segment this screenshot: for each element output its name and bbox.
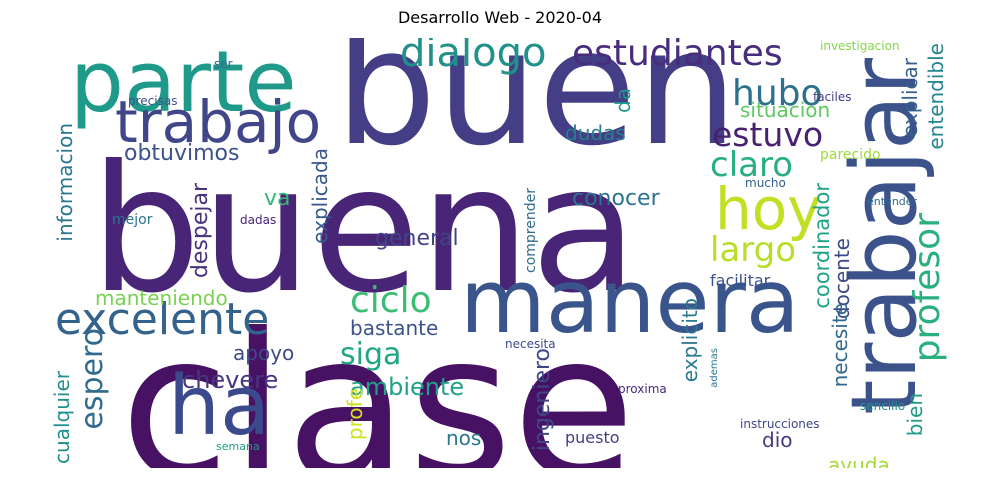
word: bastante — [350, 316, 439, 340]
word-cloud: clase buena buen parte trabajar manera t… — [50, 38, 950, 468]
word: ciclo — [350, 280, 432, 321]
word: proxima — [618, 382, 667, 396]
word: hoy — [715, 175, 822, 243]
word: faciles — [813, 90, 852, 104]
word: sencillo — [860, 399, 906, 413]
word: necesita — [505, 337, 556, 351]
word: explicada — [308, 148, 332, 244]
word: dialogo — [400, 38, 547, 76]
word: clase — [120, 291, 636, 469]
word: bien — [903, 393, 927, 437]
word: informacion — [53, 123, 77, 242]
word: cualquier — [50, 371, 74, 464]
word: situacion — [740, 98, 831, 122]
word: entendible — [924, 43, 948, 150]
word: da — [611, 88, 635, 113]
word: ademas — [709, 348, 720, 388]
word: despejar — [188, 183, 213, 279]
word: hubo — [732, 73, 823, 114]
word: buena — [90, 129, 638, 332]
word: semana — [216, 440, 260, 453]
word: buen — [335, 38, 738, 181]
word: necesite — [828, 303, 852, 388]
word: dio — [762, 428, 793, 452]
word: obtuvimos — [124, 141, 240, 166]
word: profesor — [907, 213, 948, 363]
word: facilitar — [710, 271, 771, 290]
word: estuvo — [712, 115, 824, 154]
word: manteniendo — [95, 286, 228, 310]
word: espero — [75, 328, 110, 430]
word: largo — [710, 230, 797, 270]
word: dudas — [565, 121, 626, 145]
word: parte — [70, 38, 297, 132]
word: conocer — [572, 186, 660, 211]
word: dadas — [240, 213, 277, 227]
word: ingeniero — [530, 348, 555, 452]
word: explicar — [898, 58, 922, 138]
word: mejor — [112, 212, 153, 228]
word: va — [264, 186, 291, 211]
word: excelente — [55, 294, 270, 345]
word: ambiente — [350, 373, 465, 401]
word: general — [375, 226, 459, 251]
word: apoyo — [233, 341, 295, 365]
word: chevere — [182, 366, 279, 394]
word: ha — [168, 359, 271, 454]
word: trabajo — [115, 88, 322, 156]
chart-title: Desarrollo Web - 2020-04 — [397, 8, 603, 27]
word: explicito — [678, 298, 702, 383]
word: siga — [340, 337, 402, 372]
word: mucho — [745, 176, 786, 190]
word: estudiantes — [572, 38, 783, 74]
word: profe — [343, 388, 367, 441]
word: entender — [867, 195, 918, 208]
word: puesto — [565, 428, 620, 447]
word: instrucciones — [740, 417, 820, 431]
word: claro — [710, 145, 794, 185]
word: parecido — [820, 147, 881, 163]
word: precisas — [128, 94, 178, 108]
word: comprender — [523, 188, 539, 273]
word: manera — [460, 250, 800, 353]
word: investigacion — [820, 39, 900, 53]
word: nos — [446, 426, 482, 450]
word: ayuda — [828, 453, 890, 468]
word: ser — [214, 57, 233, 71]
